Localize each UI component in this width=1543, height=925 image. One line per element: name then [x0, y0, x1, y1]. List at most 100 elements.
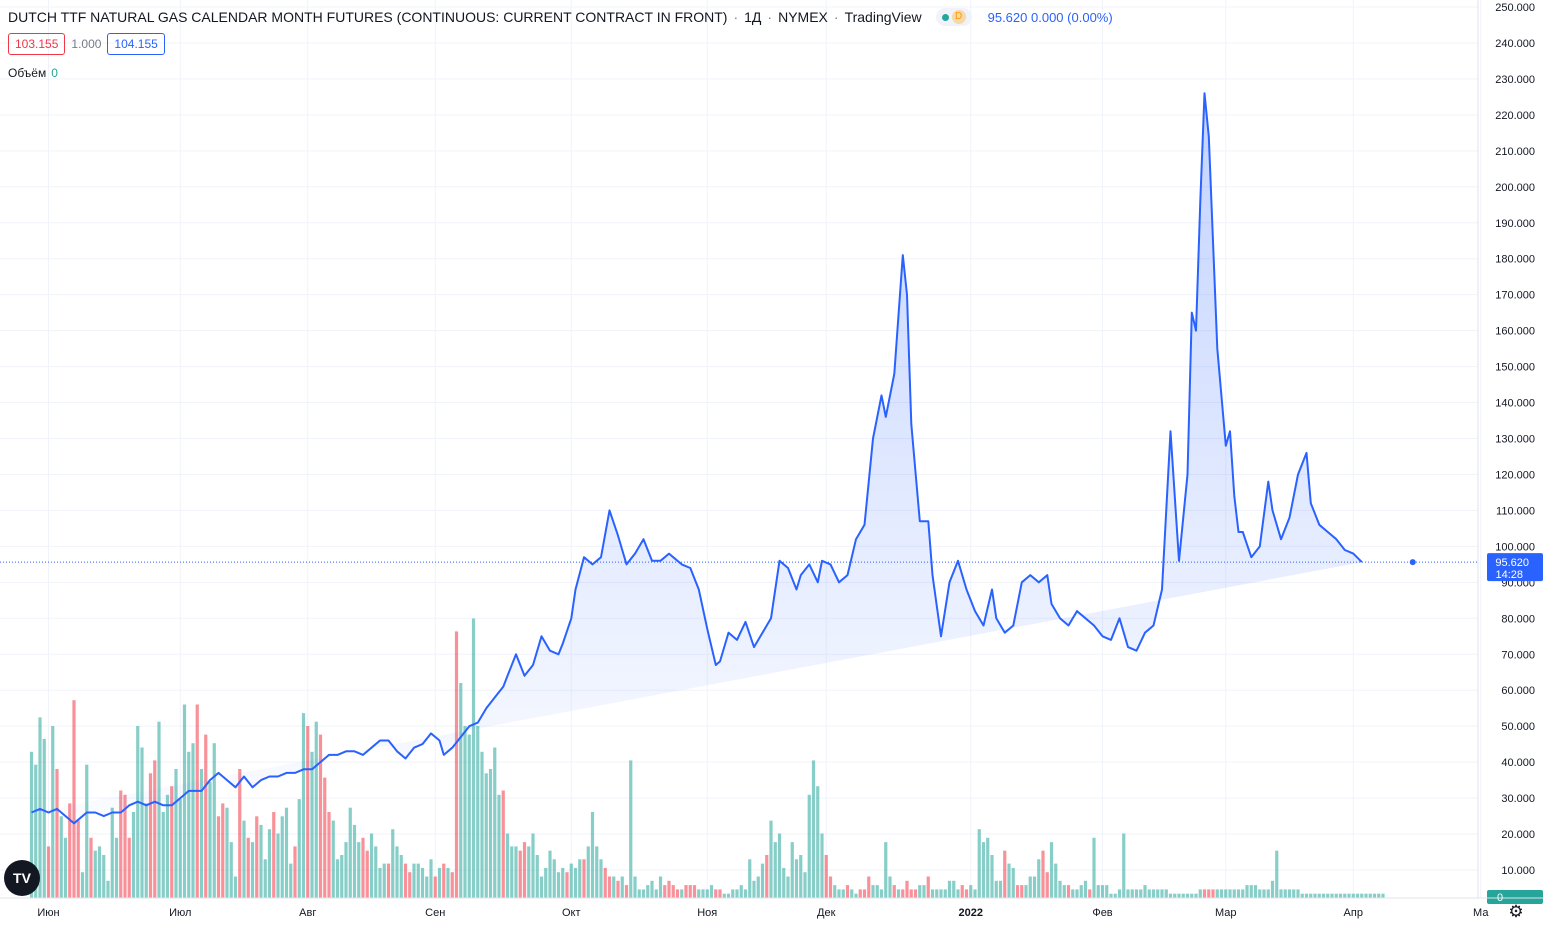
- volume-bar: [586, 846, 590, 898]
- volume-bar: [157, 721, 161, 898]
- volume-bar: [1313, 893, 1317, 898]
- interval-label[interactable]: 1Д: [744, 9, 762, 25]
- volume-bar: [454, 631, 459, 898]
- volume-bar: [216, 816, 221, 898]
- gear-icon[interactable]: ⚙: [1508, 902, 1524, 921]
- last-price-readout: 95.620 0.000 (0.00%): [988, 10, 1113, 25]
- volume-bar: [497, 794, 501, 898]
- price-tick-label: 170.000: [1495, 290, 1535, 302]
- volume-bar: [807, 794, 811, 898]
- volume-bar: [1156, 889, 1160, 898]
- volume-bar: [365, 850, 369, 898]
- volume-bar: [314, 721, 318, 898]
- volume-bar: [1347, 893, 1351, 898]
- volume-bar: [692, 885, 697, 898]
- volume-bar: [1304, 893, 1309, 898]
- volume-bar: [1079, 885, 1083, 898]
- volume-bar: [986, 837, 990, 898]
- volume-bar: [1198, 889, 1202, 898]
- volume-bar: [926, 876, 930, 898]
- price-change-pct: (0.00%): [1067, 9, 1113, 25]
- volume-bar: [1215, 889, 1219, 898]
- price-tick-label: 220.000: [1495, 110, 1535, 122]
- volume-bar: [352, 824, 357, 898]
- volume-bar: [204, 734, 208, 898]
- volume-bar: [459, 683, 463, 898]
- volume-bar: [578, 859, 582, 898]
- volume-bar: [433, 876, 437, 898]
- volume-bar: [675, 889, 680, 898]
- volume-bar: [1096, 885, 1100, 898]
- time-axis[interactable]: Июн Июл Авг Сен Окт Ноя Дек 2022 Фев Мар Апр Ма: [0, 897, 1543, 919]
- market-status[interactable]: D: [935, 8, 972, 26]
- price-area: [31, 93, 1362, 824]
- volume-bar: [918, 885, 922, 898]
- volume-bar: [136, 726, 140, 898]
- volume-bar: [973, 889, 977, 898]
- volume-bar: [1355, 893, 1360, 898]
- price-tick-label: 140.000: [1495, 398, 1535, 410]
- volume-bar: [102, 855, 106, 898]
- volume-bar: [616, 880, 620, 898]
- volume-bar: [816, 786, 820, 898]
- volume-bar: [947, 880, 952, 898]
- volume-bar: [913, 889, 918, 898]
- grid: [0, 0, 1482, 898]
- volume-bar: [777, 833, 782, 898]
- volume-bar: [63, 837, 68, 898]
- volume-bar: [1326, 893, 1330, 898]
- price-tick-label: 190.000: [1495, 218, 1535, 230]
- volume-bar: [335, 859, 340, 898]
- chart-header: DUTCH TTF NATURAL GAS CALENDAR MONTH FUT…: [8, 8, 1113, 26]
- time-tick-label: Дек: [817, 907, 836, 919]
- volume-bar: [871, 885, 875, 898]
- volume-bar: [450, 872, 454, 898]
- symbol-title[interactable]: DUTCH TTF NATURAL GAS CALENDAR MONTH FUT…: [8, 9, 728, 25]
- volume-bar: [148, 773, 153, 898]
- volume-bar: [331, 820, 335, 898]
- volume-bar: [140, 747, 144, 898]
- volume-bar: [688, 885, 692, 898]
- price-tick-label: 230.000: [1495, 74, 1535, 86]
- price-tick-label: 100.000: [1495, 541, 1535, 553]
- volume-bar: [55, 769, 59, 898]
- volume-bar: [374, 846, 378, 898]
- volume-bar: [225, 807, 229, 898]
- volume-bar: [650, 880, 654, 898]
- volume-bar: [51, 726, 55, 898]
- volume-bar: [620, 876, 624, 898]
- volume-bar: [1071, 889, 1075, 898]
- volume-bar: [327, 812, 331, 898]
- volume-bar: [769, 820, 773, 898]
- volume-bar: [199, 769, 204, 898]
- volume-bar: [1105, 885, 1109, 898]
- sell-price-button[interactable]: 103.155: [8, 33, 66, 55]
- volume-bar: [539, 876, 544, 898]
- buy-price-button[interactable]: 104.155: [107, 33, 165, 55]
- volume-bar: [29, 751, 34, 898]
- volume-bar: [170, 786, 174, 898]
- volume-bar: [1160, 889, 1164, 898]
- tradingview-logo-icon[interactable]: TV: [4, 860, 40, 896]
- volume-bar: [488, 769, 493, 898]
- volume-bar: [930, 889, 935, 898]
- volume-bar: [705, 889, 709, 898]
- volume-bar: [1054, 863, 1058, 898]
- volume-bar: [1266, 889, 1270, 898]
- volume-bar: [858, 889, 862, 898]
- price-line[interactable]: [31, 92, 1363, 825]
- volume-bar: [603, 867, 607, 898]
- volume-bar: [590, 812, 595, 898]
- volume-bar: [735, 889, 739, 898]
- time-tick-label: Окт: [562, 907, 581, 919]
- volume-bar: [760, 863, 765, 898]
- volume-bar: [629, 760, 633, 898]
- price-tick-label: 50.000: [1501, 721, 1535, 733]
- volume-bar: [106, 880, 110, 898]
- volume-legend[interactable]: Объём 0: [8, 66, 58, 80]
- price-axis[interactable]: 250.000 240.000 230.000 220.000 210.000 200.0…: [1477, 0, 1535, 898]
- volume-bar: [522, 842, 527, 898]
- volume-bar: [212, 743, 216, 898]
